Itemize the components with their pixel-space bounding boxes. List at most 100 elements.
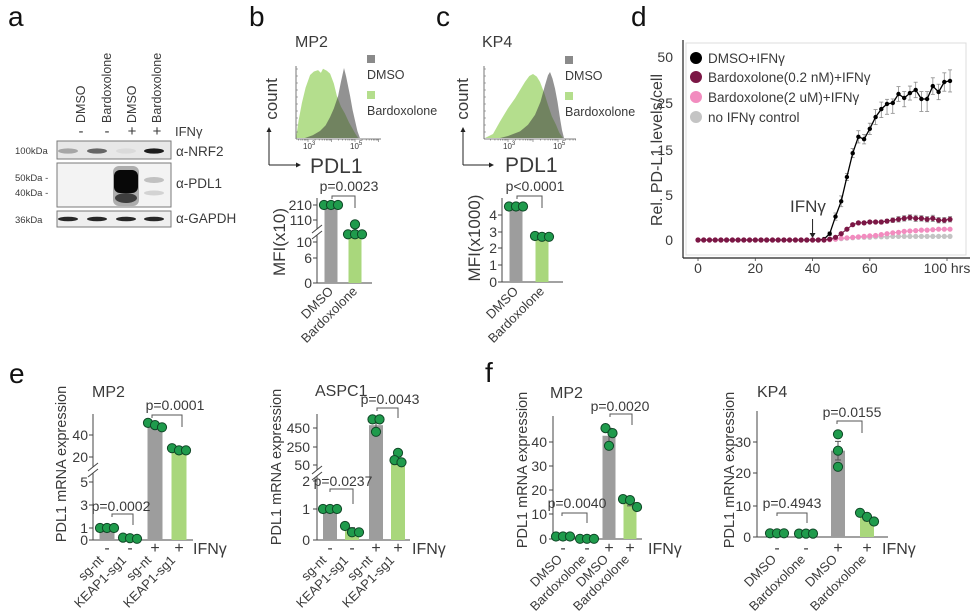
data-point	[907, 228, 913, 234]
y-tick-label: 0	[80, 532, 88, 548]
lane-treatment-label: Bardoxolone	[100, 53, 114, 123]
lane-ifng-sign: +	[153, 123, 162, 140]
p-value-label: p=0.0040	[548, 495, 607, 511]
data-point	[873, 114, 878, 120]
data-point	[131, 533, 143, 544]
data-point	[855, 220, 862, 226]
blot-membrane-gapdh	[56, 210, 172, 228]
y-tick-label: 20	[72, 449, 88, 465]
blot-band-pdl1-lower	[144, 190, 164, 196]
data-point	[356, 229, 368, 240]
ifng-sign: -	[127, 540, 132, 557]
data-point	[564, 531, 576, 542]
data-point	[624, 495, 636, 506]
bar	[602, 435, 616, 539]
data-point	[884, 101, 890, 107]
data-point	[890, 230, 896, 236]
data-point	[878, 219, 884, 225]
series-1	[695, 214, 953, 243]
data-point	[712, 237, 718, 243]
blot-membrane-nrf2	[56, 140, 172, 160]
significance-bracket	[111, 513, 134, 525]
ifng-row-label: IFNγ	[648, 541, 682, 558]
y-tick-label: 6	[304, 250, 312, 266]
legend-label: DMSO	[367, 68, 405, 82]
bar	[323, 509, 337, 540]
blot-band-nrf2	[87, 148, 107, 154]
y-tick-label: 10	[735, 498, 751, 514]
data-point	[907, 233, 913, 239]
y-tick-label: 25	[657, 95, 673, 111]
lane-ifng-sign: -	[105, 123, 110, 140]
significance-bracket	[609, 413, 633, 425]
y-tick-label: 450	[287, 420, 311, 436]
molecular-weight-marker: 40kDa -	[15, 188, 48, 199]
data-point	[832, 461, 844, 472]
data-point	[861, 220, 867, 226]
data-point	[890, 100, 895, 106]
data-point	[588, 533, 600, 544]
data-point	[724, 237, 730, 243]
y-tick-label: 1	[80, 520, 88, 536]
y-axis-label: MFI(x1000)	[465, 195, 484, 282]
legend-marker	[690, 71, 702, 83]
p-value-label: p=0.0002	[92, 498, 151, 514]
significance-bracket	[516, 195, 543, 208]
ifng-sign: -	[349, 540, 354, 557]
antibody-label: α-NRF2	[176, 144, 224, 159]
data-point	[867, 219, 873, 225]
data-point	[930, 215, 936, 221]
data-point	[850, 151, 855, 156]
y-tick-label: 50	[294, 457, 310, 473]
legend-marker	[690, 111, 702, 123]
axis-break-gap	[314, 470, 320, 476]
data-point	[924, 216, 930, 222]
data-point	[861, 511, 873, 523]
y-tick-label: 210	[289, 197, 313, 213]
tick-exponent: 5	[359, 141, 363, 147]
histogram-title: KP4	[482, 34, 512, 51]
data-point	[353, 527, 365, 538]
data-point	[901, 233, 907, 239]
legend-label: no IFNγ control	[708, 110, 800, 125]
data-point	[349, 219, 361, 230]
data-point	[856, 134, 861, 139]
y-tick-label: 15	[657, 142, 673, 158]
y-axis-label: Rel. PD-L1 levels/cell	[649, 74, 666, 226]
x-tick-label: 20	[747, 260, 763, 276]
data-point	[867, 126, 872, 131]
data-point	[878, 232, 884, 238]
legend-label: DMSO	[565, 69, 603, 83]
data-point	[890, 217, 896, 223]
data-point	[735, 237, 741, 243]
data-point	[930, 227, 936, 233]
ifng-sign: -	[560, 540, 565, 557]
data-point	[839, 199, 844, 204]
lane-ifng-sign: +	[128, 123, 137, 140]
data-point	[930, 83, 935, 89]
data-point	[778, 528, 790, 539]
y-tick-label: 10	[531, 506, 547, 522]
y-tick-label: 2	[302, 473, 310, 489]
data-point	[517, 201, 529, 212]
y-tick-label: 30	[735, 434, 751, 450]
panel-d-timecourse-chart: 0 5 15 25 50 0 20 40 60 100 hrs Rel. PD-L1 levels/…	[649, 40, 970, 276]
histogram-title: MP2	[295, 34, 328, 51]
data-point	[918, 215, 925, 221]
chart-title: MP2	[92, 384, 125, 401]
antibody-label: α-GAPDH	[176, 211, 236, 226]
y-tick-label: 110	[290, 212, 313, 228]
data-point	[769, 237, 776, 243]
data-point	[913, 215, 919, 221]
y-tick-label: 3	[80, 497, 88, 513]
data-point	[331, 503, 343, 515]
legend-swatch	[565, 92, 573, 100]
data-point	[339, 520, 351, 532]
data-point	[370, 426, 382, 437]
ifng-sign: +	[371, 540, 380, 557]
ifng-sign: -	[104, 540, 109, 557]
tick-base: 10	[553, 142, 562, 151]
data-point	[718, 237, 724, 243]
y-axis-label: PDL1 mRNA expression	[54, 386, 70, 542]
